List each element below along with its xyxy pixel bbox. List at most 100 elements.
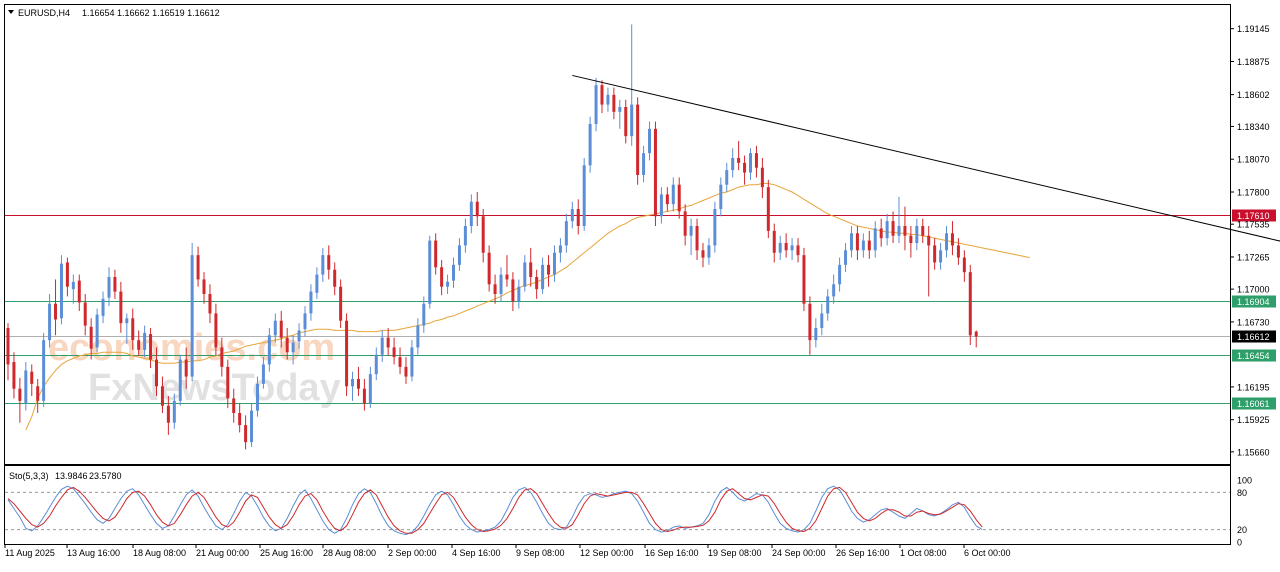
candle-body-135	[808, 303, 812, 341]
candle-body-114	[683, 211, 687, 236]
candle-62	[374, 347, 378, 381]
candle-59	[356, 366, 360, 396]
candle-106	[636, 97, 640, 185]
time-tick-label-2: 18 Aug 08:00	[133, 548, 186, 558]
candle-body-126	[754, 153, 758, 168]
candle-71	[428, 235, 432, 309]
candle-body-10	[65, 262, 69, 287]
candle-109	[653, 121, 657, 226]
candle-161	[962, 250, 966, 282]
candle-body-4	[30, 371, 34, 384]
candle-63	[380, 330, 384, 362]
time-tick-label-8: 9 Sep 08:00	[516, 548, 565, 558]
candle-body-40	[244, 425, 248, 443]
candle-57	[345, 313, 349, 396]
level-label-1: 1.16904	[1237, 297, 1270, 307]
candle-body-125	[749, 153, 752, 173]
candle-8	[54, 279, 58, 336]
candle-body-130	[778, 243, 782, 253]
candle-body-70	[422, 303, 426, 326]
candle-103	[618, 99, 622, 129]
candle-body-58	[351, 379, 355, 387]
candle-body-61	[368, 374, 372, 404]
candle-body-6	[42, 340, 46, 401]
stochastic-line-signal	[7, 486, 983, 534]
candle-69	[416, 318, 420, 355]
candle-body-133	[796, 245, 800, 256]
candle-52	[315, 267, 319, 299]
candle-body-90	[541, 264, 545, 290]
candle-18	[113, 269, 117, 299]
candle-body-56	[339, 286, 343, 321]
candle-43	[261, 357, 265, 389]
candle-body-24	[149, 334, 153, 360]
candle-body-151	[903, 226, 907, 236]
candle-body-121	[725, 170, 729, 185]
time-tick-label-9: 12 Sep 00:00	[580, 548, 634, 558]
candle-body-139	[832, 284, 836, 297]
candle-28	[172, 393, 176, 429]
candle-156	[933, 238, 937, 270]
candle-body-11	[71, 281, 75, 290]
candle-body-54	[327, 255, 331, 270]
candle-45	[273, 313, 277, 343]
candle-body-111	[665, 194, 669, 205]
candle-body-108	[648, 128, 652, 154]
candle-body-140	[838, 264, 842, 285]
candle-121	[725, 162, 729, 192]
candle-14	[89, 318, 93, 360]
candle-12	[77, 274, 81, 311]
price-tick-label-11: 1.15925	[1237, 415, 1270, 425]
candle-153	[915, 218, 919, 251]
candle-98	[588, 116, 592, 173]
candle-body-36	[220, 347, 224, 367]
candle-81	[487, 245, 491, 292]
time-axis: 11 Aug 2025 13 Aug 16:00 18 Aug 08:00 21 Au…	[4, 544, 1011, 558]
price-axis: 1.17610 1.16904 1.16454 1.16061 1.16612 1.191…	[1230, 24, 1276, 457]
symbol-dropdown-icon[interactable]	[8, 10, 14, 14]
candle-131	[784, 233, 788, 258]
candle-50	[303, 306, 307, 337]
candle-47	[285, 328, 289, 360]
candle-body-118	[707, 245, 711, 258]
candle-body-73	[440, 267, 444, 287]
candle-9	[59, 255, 63, 325]
candle-body-102	[612, 94, 616, 112]
candle-77	[463, 218, 467, 253]
candle-89	[535, 269, 539, 299]
candle-body-109	[653, 128, 657, 217]
candle-3	[24, 362, 28, 411]
stochastic-line-main	[7, 485, 983, 536]
candle-body-15	[95, 314, 99, 348]
candle-body-47	[285, 337, 289, 353]
candle-152	[909, 226, 913, 258]
level-label-2: 1.16454	[1237, 351, 1270, 361]
candle-body-44	[267, 335, 271, 365]
candle-body-0	[6, 328, 10, 365]
candle-body-75	[452, 264, 455, 281]
candle-22	[137, 330, 141, 356]
candle-body-101	[606, 94, 610, 105]
watermark-fxnewstoday: FxNewsToday	[88, 367, 341, 409]
candle-body-94	[564, 221, 568, 246]
candle-162	[968, 264, 972, 345]
candle-body-9	[59, 263, 63, 319]
candle-body-77	[463, 226, 467, 246]
candle-body-153	[915, 226, 919, 243]
candle-145	[867, 230, 871, 259]
candle-17	[107, 267, 111, 307]
candle-body-18	[113, 277, 117, 292]
candle-body-43	[261, 364, 265, 384]
candle-body-117	[701, 250, 705, 258]
price-tick-label-5: 1.17800	[1237, 188, 1270, 198]
candle-body-37	[226, 366, 230, 399]
candle-body-38	[232, 398, 236, 413]
stochastic-tick-label-3: 0	[1237, 538, 1242, 548]
price-tick-label-4: 1.18070	[1237, 155, 1270, 165]
candle-body-59	[356, 379, 360, 389]
candle-body-131	[784, 243, 788, 251]
candle-25	[155, 347, 158, 396]
candle-body-160	[956, 245, 960, 258]
candle-body-149	[891, 221, 895, 236]
